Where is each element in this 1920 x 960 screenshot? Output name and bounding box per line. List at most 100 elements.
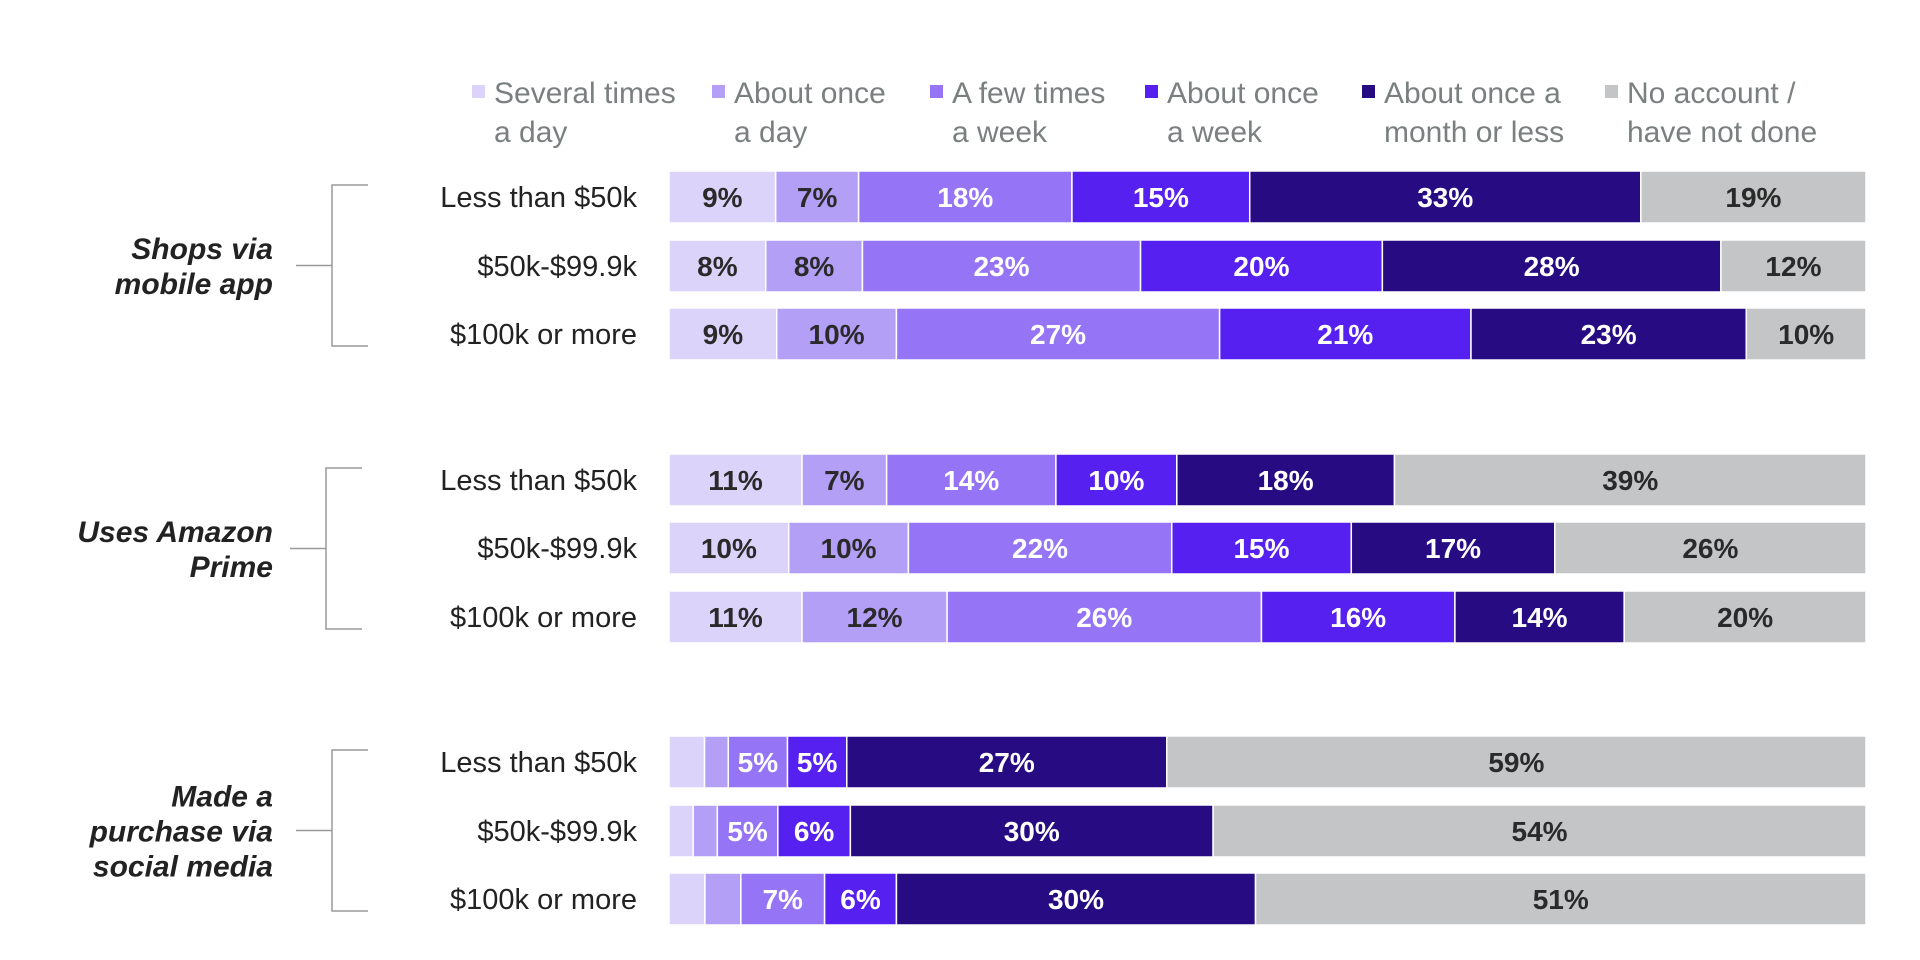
data-label: 59%: [1488, 747, 1544, 778]
data-label: 9%: [702, 182, 743, 213]
legend-item: A few times a week: [930, 77, 1105, 149]
bar-row: Less than $50k 5% 5% 27% 59%: [440, 735, 1867, 789]
legend-item: About once a week: [1145, 77, 1319, 149]
legend-label: About once: [734, 77, 886, 110]
data-label: 10%: [701, 533, 757, 564]
bar-row: $50k-$99.9k 10% 10% 22% 15% 17% 26%: [477, 521, 1867, 575]
legend-swatch: [1145, 85, 1158, 98]
bar-segment: [846, 735, 1168, 789]
bar-row: Less than $50k 9% 7% 18% 15% 33% 19%: [440, 170, 1867, 224]
legend-swatch: [1605, 85, 1618, 98]
bar-segment: [786, 735, 848, 789]
data-label: 15%: [1133, 182, 1189, 213]
data-label: 30%: [1048, 884, 1104, 915]
data-label: 6%: [794, 816, 835, 847]
data-label: 14%: [1512, 602, 1568, 633]
legend-label: Several times: [494, 77, 676, 110]
data-label: 15%: [1233, 533, 1289, 564]
bar-segment: [1720, 239, 1867, 293]
data-label: 23%: [973, 251, 1029, 282]
legend-label: About once a: [1384, 77, 1561, 110]
data-label: 5%: [738, 747, 779, 778]
legend-label: a week: [1167, 116, 1263, 149]
group-bracket: [296, 184, 368, 347]
bar-segment: [1393, 453, 1867, 507]
data-label: 11%: [708, 465, 763, 496]
row-label: Less than $50k: [440, 182, 637, 214]
group-bracket: [296, 749, 368, 912]
data-label: 23%: [1581, 319, 1637, 350]
row-label: $100k or more: [450, 319, 637, 351]
data-label: 20%: [1717, 602, 1773, 633]
row-label: $50k-$99.9k: [477, 251, 637, 283]
legend-label: have not done: [1627, 116, 1817, 149]
bar-segment: [1166, 735, 1867, 789]
bar-segment: [668, 521, 790, 575]
data-label: 28%: [1524, 251, 1580, 282]
data-label: 7%: [797, 182, 838, 213]
bar-segment: [716, 804, 779, 858]
legend-item: Several times a day: [472, 77, 676, 149]
bar-segment: [740, 872, 826, 926]
bar-segment: [1170, 521, 1353, 575]
data-label: 19%: [1725, 182, 1781, 213]
data-label: 20%: [1233, 251, 1289, 282]
row-label: $100k or more: [450, 884, 637, 916]
bar-segment: [857, 170, 1073, 224]
group-label: purchase via: [89, 816, 273, 849]
bar-segment: [907, 521, 1173, 575]
data-label: 5%: [727, 816, 768, 847]
legend-label: month or less: [1384, 116, 1564, 149]
row-label: $50k-$99.9k: [477, 533, 637, 565]
bar-segment: [668, 735, 706, 789]
bar-segment: [1554, 521, 1867, 575]
legend-item: About once a month or less: [1362, 77, 1564, 149]
data-label: 10%: [1778, 319, 1834, 350]
bar-segment: [668, 170, 777, 224]
bar-segment: [775, 307, 898, 361]
data-label: 27%: [1030, 319, 1086, 350]
legend-item: No account / have not done: [1605, 77, 1817, 149]
data-label: 10%: [809, 319, 865, 350]
bar-segment: [801, 453, 888, 507]
group-label: Shops via: [131, 233, 273, 266]
row-label: Less than $50k: [440, 465, 637, 497]
data-label: 17%: [1425, 533, 1481, 564]
data-label: 12%: [847, 602, 903, 633]
bar-segment: [861, 239, 1142, 293]
group-bracket: [290, 467, 362, 630]
bar-segment: [895, 872, 1257, 926]
bar-row: $50k-$99.9k 5% 6% 30% 54%: [477, 804, 1867, 858]
bar-segment: [668, 307, 778, 361]
group-label: mobile app: [115, 268, 273, 301]
legend-label: a day: [734, 116, 807, 149]
data-label: 26%: [1682, 533, 1738, 564]
bar-segment: [849, 804, 1214, 858]
legend-label: No account /: [1627, 77, 1796, 110]
bar-segment: [668, 590, 803, 644]
bar-segment: [727, 735, 789, 789]
bar-segment: [1640, 170, 1867, 224]
bar-row: $100k or more 9% 10% 27% 21% 23% 10%: [450, 307, 1867, 361]
data-label: 30%: [1004, 816, 1060, 847]
bar-row: Less than $50k 11% 7% 14% 10% 18% 39%: [440, 453, 1867, 507]
data-label: 11%: [708, 602, 763, 633]
data-label: 51%: [1533, 884, 1589, 915]
data-label: 18%: [937, 182, 993, 213]
bar-segment: [1139, 239, 1384, 293]
legend-label: A few times: [952, 77, 1105, 110]
bar-segment: [823, 872, 898, 926]
bar-row: $50k-$99.9k 8% 8% 23% 20% 28% 12%: [477, 239, 1867, 293]
data-label: 10%: [821, 533, 877, 564]
data-label: 14%: [943, 465, 999, 496]
bar-segment: [764, 239, 864, 293]
bar-segment: [1248, 170, 1642, 224]
bar-segment: [1254, 872, 1867, 926]
data-label: 8%: [794, 251, 835, 282]
bar-segment: [703, 735, 730, 789]
group-label: Uses Amazon: [77, 516, 273, 549]
legend-label: About once: [1167, 77, 1319, 110]
